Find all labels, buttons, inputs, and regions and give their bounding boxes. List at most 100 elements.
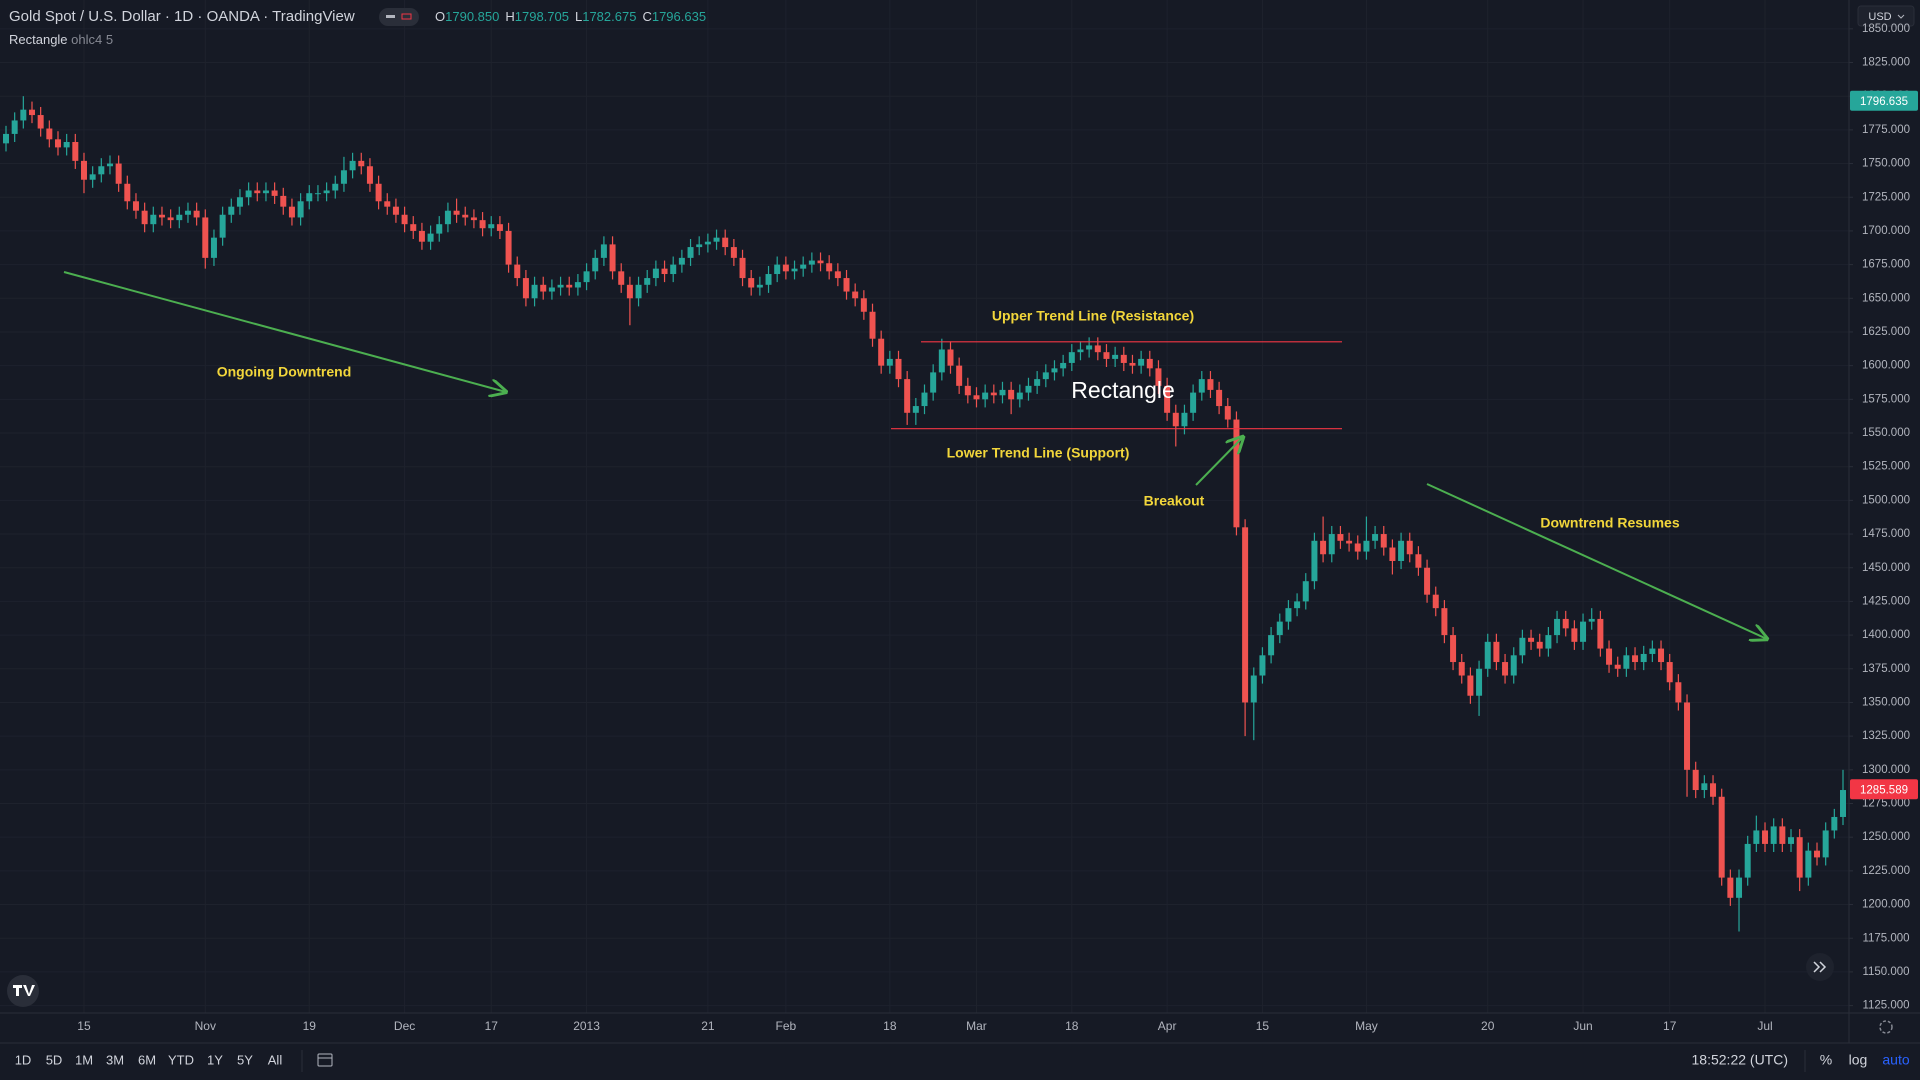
candle-body [444,210,451,225]
candle-body [1623,655,1630,669]
scale-option[interactable]: % [1820,1052,1832,1068]
range-button[interactable]: 6M [138,1052,156,1067]
candle-body [834,271,841,279]
currency-label[interactable]: USD [1868,11,1891,23]
currency-button[interactable] [1857,5,1915,27]
x-tick-label: 17 [485,1019,499,1033]
candle-body [947,349,954,366]
indicator-name: Rectangle [9,32,68,47]
candle-body [479,220,486,229]
candle-body [184,210,191,215]
candle-body [826,263,833,272]
range-button[interactable]: All [268,1052,283,1067]
x-tick-label: 15 [1256,1019,1270,1033]
candle-body [1285,608,1292,622]
candle-body [288,206,295,218]
price-label-badge [1850,779,1918,800]
candle-body [1008,389,1015,400]
indicator-legend: Rectangle ohlc4 5 [9,32,113,47]
candle-body [496,224,503,231]
candle-body [912,406,919,413]
candle-body [1432,594,1439,609]
currency-chevron[interactable] [1897,14,1905,19]
range-button[interactable]: 5Y [237,1052,253,1067]
price-label-badge [1850,90,1918,111]
y-tick-label: 1150.000 [1862,966,1909,978]
price-label: 1285.589 [1860,784,1908,796]
y-tick-label: 1600.000 [1862,360,1910,372]
candle-body [314,193,321,195]
candle-body [1666,662,1673,683]
scroll-icon[interactable] [1813,961,1827,973]
candle-body [1363,540,1370,552]
range-button[interactable]: 5D [46,1052,63,1067]
y-tick-label: 1550.000 [1862,427,1910,439]
y-tick-label: 1675.000 [1862,259,1910,271]
range-button[interactable]: 1Y [207,1052,223,1067]
candle-body [774,264,781,275]
ohlc-value: 1798.705 [515,9,569,24]
range-button[interactable]: 1M [75,1052,93,1067]
candle-body [1025,385,1032,393]
candle-body [1467,675,1474,696]
candle-body [98,166,105,175]
y-tick-label: 1125.000 [1862,1000,1909,1012]
y-tick-label: 1500.000 [1862,494,1910,506]
candle-body [1571,628,1578,642]
candle-body [1424,567,1431,595]
y-tick-label: 1825.000 [1862,57,1910,69]
ohlc-value: 1796.635 [652,9,706,24]
indicator-params: ohlc4 5 [71,32,113,47]
ohlc-value: 1790.850 [445,9,499,24]
ohlc-key: O [435,9,445,24]
x-tick-label: 18 [883,1019,897,1033]
candle-body [124,183,131,202]
breakout-arrow [1195,437,1243,486]
candle-body [739,257,746,279]
scale-option[interactable]: log [1849,1052,1868,1068]
y-tick-label: 1850.000 [1862,23,1910,35]
candle-body [635,284,642,299]
candle-body [1086,345,1093,350]
candle-body [1181,412,1188,427]
candle-body [349,160,356,171]
candle-body [236,197,243,207]
candle-body [1042,372,1049,380]
y-tick-label: 1775.000 [1862,124,1910,136]
candle-body [1034,379,1041,386]
candle-body [1814,850,1821,858]
candle-body [20,109,27,121]
candle-body [540,284,547,292]
date-range-icon[interactable] [317,1053,333,1067]
candle-body [1562,618,1569,629]
range-button[interactable]: 1D [15,1052,32,1067]
logo-mark[interactable] [13,985,35,996]
candle-body [1138,358,1145,366]
candle-body [470,217,477,221]
y-tick-label: 1450.000 [1862,562,1910,574]
candle-body [106,163,113,167]
candle-body [1094,345,1101,353]
candle-body [1112,354,1119,359]
candle-body [592,257,599,272]
candle-body [462,214,469,218]
logo[interactable] [7,975,39,1007]
y-tick-label: 1625.000 [1862,326,1910,338]
symbol-title: Gold Spot / U.S. Dollar · 1D · OANDA · T… [9,8,355,25]
scale-option[interactable]: auto [1882,1052,1909,1068]
y-tick-label: 1300.000 [1862,764,1910,776]
candle-body [566,284,573,288]
ohlc-value: 1782.675 [582,9,636,24]
candle-body [427,233,434,242]
candle-body [80,160,87,180]
x-tick-label: Nov [195,1019,216,1033]
annotation: Downtrend Resumes [1540,515,1679,531]
range-button[interactable]: 3M [106,1052,124,1067]
candle-body [1701,783,1708,791]
range-button[interactable]: YTD [168,1052,194,1067]
settings-icon[interactable] [1879,1020,1893,1034]
candle-body [782,264,789,272]
candle-body [938,349,945,373]
candle-body [817,260,824,264]
candle-body [869,311,876,339]
